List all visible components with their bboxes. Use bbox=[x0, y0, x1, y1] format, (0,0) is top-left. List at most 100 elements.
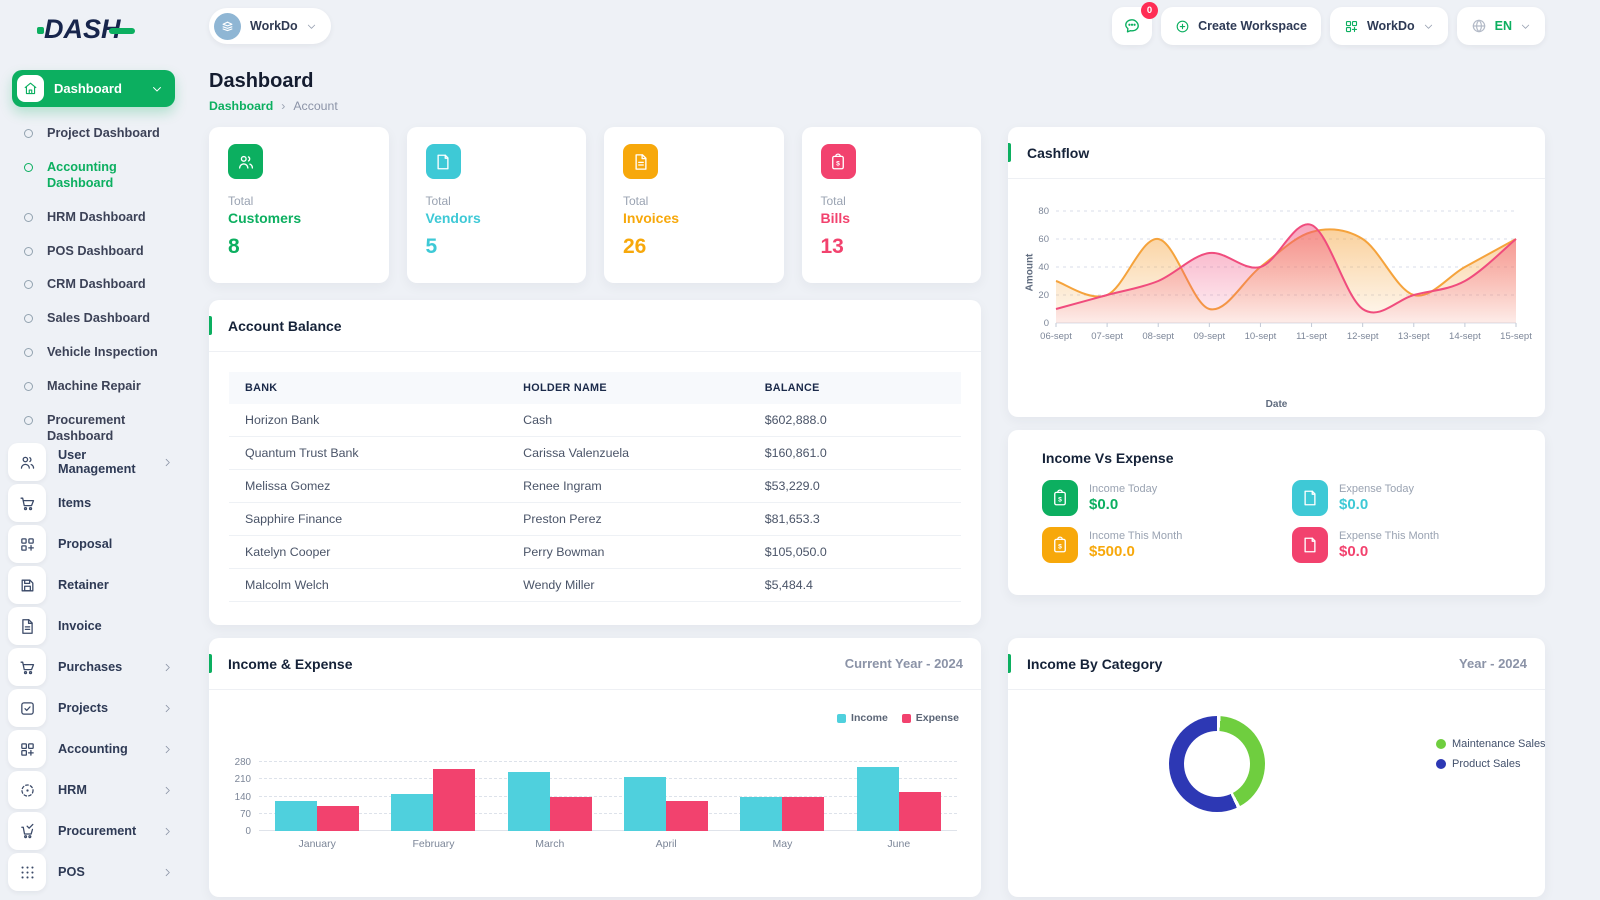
language-selector[interactable]: EN bbox=[1456, 7, 1545, 45]
legend-item-product-sales[interactable]: Product Sales bbox=[1436, 758, 1545, 770]
stat-name: Vendors bbox=[425, 210, 481, 226]
sidebar-subitem-label: CRM Dashboard bbox=[47, 277, 146, 292]
create-workspace-button[interactable]: Create Workspace bbox=[1161, 7, 1321, 45]
sidebar-item-dashboard[interactable]: Dashboard bbox=[12, 70, 175, 107]
sidebar-item-label: HRM bbox=[58, 783, 87, 797]
svg-text:20: 20 bbox=[1038, 290, 1049, 301]
stat-name: Bills bbox=[820, 210, 851, 226]
chevron-right-icon bbox=[162, 457, 173, 468]
ivse-label: Expense This Month bbox=[1339, 530, 1440, 542]
accounting-icon bbox=[8, 730, 46, 768]
sidebar-subitem-label: Sales Dashboard bbox=[47, 311, 150, 326]
y-tick-label: 140 bbox=[234, 791, 251, 803]
income-by-category-card: Income By Category Year - 2024 Maintenan… bbox=[1008, 638, 1545, 897]
cashflow-title: Cashflow bbox=[1027, 144, 1090, 161]
table-cell: Katelyn Cooper bbox=[229, 535, 508, 569]
gridline: 70 bbox=[240, 809, 957, 820]
ivse-tile-expense-this-month: Expense This Month $0.0 bbox=[1292, 527, 1525, 563]
chevron-right-icon bbox=[162, 785, 173, 796]
sidebar-item-retainer[interactable]: Retainer bbox=[0, 566, 187, 604]
chevron-right-icon bbox=[162, 826, 173, 837]
gridline: 0 bbox=[246, 826, 957, 837]
stat-value: 8 bbox=[228, 235, 240, 258]
sidebar-item-purchases[interactable]: Purchases bbox=[0, 648, 187, 686]
legend-item-expense[interactable]: Expense bbox=[901, 712, 959, 724]
legend-item-maintenance-sales[interactable]: Maintenance Sales bbox=[1436, 738, 1545, 750]
breadcrumb: Dashboard › Account bbox=[209, 99, 338, 113]
table-cell: Malcolm Welch bbox=[229, 568, 508, 602]
breadcrumb-dashboard-link[interactable]: Dashboard bbox=[209, 99, 274, 113]
circle-bullet-icon bbox=[24, 382, 33, 391]
table-cell: $105,050.0 bbox=[748, 535, 961, 569]
sidebar-subitem-procurement-dashboard[interactable]: Procurement Dashboard bbox=[0, 404, 187, 454]
sidebar-item-pos[interactable]: POS bbox=[0, 853, 187, 891]
sidebar-item-label: Proposal bbox=[58, 537, 113, 551]
sidebar-item-hrm[interactable]: HRM bbox=[0, 771, 187, 809]
chevron-right-icon bbox=[162, 867, 173, 878]
sidebar-item-user-management[interactable]: User Management bbox=[0, 443, 187, 481]
legend-label: Expense bbox=[915, 712, 959, 724]
legend-swatch bbox=[901, 713, 911, 723]
sidebar-subitem-crm-dashboard[interactable]: CRM Dashboard bbox=[0, 268, 187, 302]
sidebar-subitem-vehicle-inspection[interactable]: Vehicle Inspection bbox=[0, 336, 187, 370]
sidebar-item-projects[interactable]: Projects bbox=[0, 689, 187, 727]
sidebar-item-invoice[interactable]: Invoice bbox=[0, 607, 187, 645]
svg-text:$: $ bbox=[1058, 543, 1062, 550]
breadcrumb-separator: › bbox=[281, 99, 286, 113]
workspace-avatar building-icon bbox=[214, 12, 241, 40]
bar-group-june bbox=[841, 762, 957, 831]
svg-text:14-sept: 14-sept bbox=[1449, 331, 1481, 342]
sidebar-subitem-sales-dashboard[interactable]: Sales Dashboard bbox=[0, 302, 187, 336]
workdo-menu-button[interactable]: WorkDo bbox=[1329, 7, 1448, 45]
svg-text:11-sept: 11-sept bbox=[1296, 331, 1327, 342]
table-row: Horizon Bank Cash $602,888.0 bbox=[229, 404, 961, 437]
sidebar-subitem-accounting-dashboard[interactable]: Accounting Dashboard bbox=[0, 151, 187, 201]
svg-text:80: 80 bbox=[1038, 206, 1049, 217]
stat-prefix: Total bbox=[623, 194, 649, 208]
note-icon bbox=[1292, 480, 1328, 516]
sidebar-subitem-label: Project Dashboard bbox=[47, 126, 160, 140]
table-cell: $81,653.3 bbox=[748, 502, 961, 536]
table-row: Malcolm Welch Wendy Miller $5,484.4 bbox=[229, 568, 961, 602]
table-cell: Perry Bowman bbox=[507, 535, 749, 569]
y-tick-label: 280 bbox=[234, 757, 251, 768]
stat-card-bills: $ Total Bills 13 bbox=[801, 127, 981, 283]
app-logo[interactable]: DASH bbox=[37, 14, 135, 45]
chevron-right-icon bbox=[162, 662, 173, 673]
bar-groups bbox=[259, 762, 957, 831]
sidebar-subitem-project-dashboard[interactable]: Project Dashboard bbox=[0, 117, 187, 151]
legend-dot bbox=[1436, 739, 1446, 749]
clipboard-icon: $ bbox=[1042, 527, 1078, 563]
chevron-down-icon bbox=[306, 21, 317, 32]
table-cell: Melissa Gomez bbox=[229, 469, 508, 503]
legend-item-income[interactable]: Income bbox=[837, 712, 888, 724]
sidebar-item-items[interactable]: Items bbox=[0, 484, 187, 522]
sidebar-item-proposal[interactable]: Proposal bbox=[0, 525, 187, 563]
sidebar-subitem-hrm-dashboard[interactable]: HRM Dashboard bbox=[0, 201, 187, 235]
sidebar-subitem-pos-dashboard[interactable]: POS Dashboard bbox=[0, 235, 187, 269]
workspace-switcher[interactable]: WorkDo bbox=[209, 8, 331, 44]
invoice-icon bbox=[623, 144, 658, 179]
page-title: Dashboard bbox=[209, 70, 314, 92]
bar-expense bbox=[666, 801, 709, 831]
sidebar-item-accounting[interactable]: Accounting bbox=[0, 730, 187, 768]
sidebar-subitem-label: POS Dashboard bbox=[47, 243, 144, 258]
circle-bullet-icon bbox=[24, 246, 33, 256]
home-icon bbox=[17, 75, 44, 102]
ivse-value: $500.0 bbox=[1089, 543, 1135, 560]
note-icon bbox=[425, 144, 461, 179]
bar-income bbox=[391, 794, 434, 831]
gridline: 280 bbox=[235, 757, 957, 768]
x-tick-label: January bbox=[298, 838, 336, 850]
sidebar-item-procurement[interactable]: Procurement bbox=[0, 812, 187, 850]
svg-text:07-sept: 07-sept bbox=[1091, 331, 1123, 342]
messages-button[interactable]: 0 bbox=[1112, 2, 1159, 45]
circle-bullet-icon bbox=[24, 415, 33, 425]
income-vs-expense-card: Income Vs Expense $ Income Today $0.0 Expen… bbox=[1008, 430, 1545, 595]
y-tick-label: 210 bbox=[234, 774, 251, 786]
income-expense-period: Current Year - 2024 bbox=[844, 656, 963, 671]
bar-group-march bbox=[492, 762, 608, 831]
sidebar-subitem-label: Accounting Dashboard bbox=[47, 159, 117, 190]
sidebar-subitem-machine-repair[interactable]: Machine Repair bbox=[0, 370, 187, 404]
